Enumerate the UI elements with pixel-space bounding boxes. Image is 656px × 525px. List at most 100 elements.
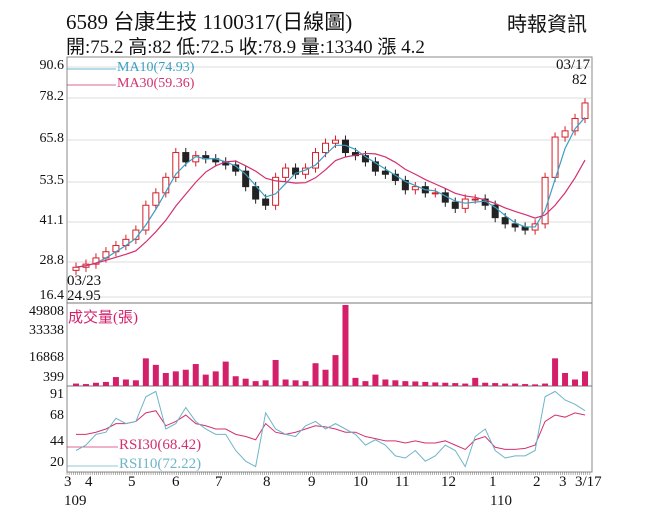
year-label: 110: [490, 493, 512, 509]
volume-bar: [282, 379, 289, 386]
volume-bar: [352, 377, 359, 386]
y-tick-label: 16.4: [39, 288, 65, 303]
candle: [501, 217, 509, 225]
x-tick-label: 3: [559, 474, 567, 490]
volume-bar: [232, 376, 239, 386]
volume-bar: [332, 355, 339, 386]
candle: [491, 204, 499, 219]
y-tick-label: 65.8: [39, 131, 65, 146]
rsi-y-tick: 20: [50, 455, 64, 470]
legend-rsi10: RSI10(72.22): [119, 456, 202, 472]
x-tick-label: 7: [215, 474, 223, 490]
volume-bar: [542, 383, 549, 386]
high-value-label: 82: [572, 72, 587, 88]
volume-bar: [422, 381, 429, 386]
candle: [72, 266, 80, 271]
volume-bar: [502, 383, 509, 386]
volume-bar: [392, 380, 399, 386]
rsi-y-tick: 44: [50, 434, 64, 449]
volume-bar: [492, 383, 499, 386]
volume-bar: [442, 382, 449, 386]
volume-bar: [562, 372, 569, 386]
volume-bar: [132, 380, 139, 386]
ma30-line: [75, 152, 586, 268]
low-date-label: 03/23: [67, 273, 102, 289]
volume-bar: [432, 382, 439, 386]
volume-y-tick: 399: [43, 370, 64, 385]
candle: [242, 170, 250, 188]
chart-frame: [66, 56, 593, 473]
volume-bar: [202, 374, 209, 386]
candle: [561, 130, 569, 138]
ma10-line: [75, 117, 586, 268]
chart-title: 6589 台康生技 1100317(日線圖): [66, 10, 353, 34]
volume-bar: [372, 374, 379, 386]
candle: [541, 176, 549, 225]
candle: [371, 161, 379, 172]
x-tick-label: 3/17: [575, 474, 602, 490]
candle: [451, 201, 459, 209]
volume-bar: [402, 381, 409, 386]
legend-ma10: MA10(74.93): [117, 60, 195, 75]
x-tick-label: 11: [395, 474, 410, 490]
candle: [152, 192, 160, 206]
volume-bar: [242, 378, 249, 386]
volume-y-tick: 49808: [29, 304, 64, 319]
volume-bar: [252, 381, 259, 386]
volume-bar: [302, 381, 309, 386]
candle: [142, 204, 150, 231]
volume-bar: [192, 364, 199, 386]
candle: [471, 198, 479, 201]
rsi-y-tick: 91: [50, 387, 64, 402]
volume-bar: [262, 380, 269, 386]
candle: [262, 198, 270, 206]
rsi30-line: [75, 410, 586, 451]
candle: [401, 179, 409, 191]
price-stats: 開:75.2 高:82 低:72.5 收:78.9 量:13340 漲 4.2: [66, 37, 425, 58]
candle: [162, 176, 170, 194]
volume-bar: [152, 364, 159, 386]
volume-bar: [462, 383, 469, 386]
volume-bar: [362, 381, 369, 386]
x-tick-label: 1: [489, 474, 497, 490]
volume-bar: [472, 377, 479, 386]
x-tick-label: 2: [533, 474, 541, 490]
candle: [481, 198, 489, 206]
y-tick-label: 90.6: [39, 58, 65, 73]
volume-bar: [222, 361, 229, 386]
year-label: 109: [64, 493, 87, 509]
candle: [292, 167, 300, 175]
volume-bar: [272, 359, 279, 386]
high-date-label: 03/17: [556, 57, 591, 73]
rsi10-line: [75, 390, 586, 468]
volume-bar: [102, 381, 109, 386]
candle: [551, 136, 559, 178]
volume-bar: [482, 382, 489, 386]
volume-bar: [142, 358, 149, 386]
volume-bar: [172, 371, 179, 386]
x-tick-label: 3: [64, 474, 72, 490]
candle: [431, 192, 439, 195]
volume-bar: [122, 379, 129, 386]
low-value-label: 24.95: [67, 288, 101, 304]
volume-bar: [162, 372, 169, 386]
y-tick-label: 41.1: [39, 213, 65, 228]
volume-bar: [212, 371, 219, 386]
volume-bar: [112, 377, 119, 386]
x-tick-label: 5: [128, 474, 136, 490]
source-label: 時報資訊: [507, 14, 587, 36]
candle: [511, 223, 519, 228]
candle: [172, 152, 180, 178]
candle: [322, 142, 330, 154]
x-tick-label: 10: [353, 474, 368, 490]
candle: [182, 152, 190, 163]
legend-rsi30: RSI30(68.42): [119, 437, 202, 453]
candle: [312, 152, 320, 169]
volume-bar: [512, 383, 519, 386]
x-tick-label: 4: [85, 474, 93, 490]
volume-y-tick: 16868: [29, 350, 64, 365]
volume-bar: [72, 383, 79, 386]
candle: [581, 102, 589, 119]
candle: [252, 186, 260, 200]
